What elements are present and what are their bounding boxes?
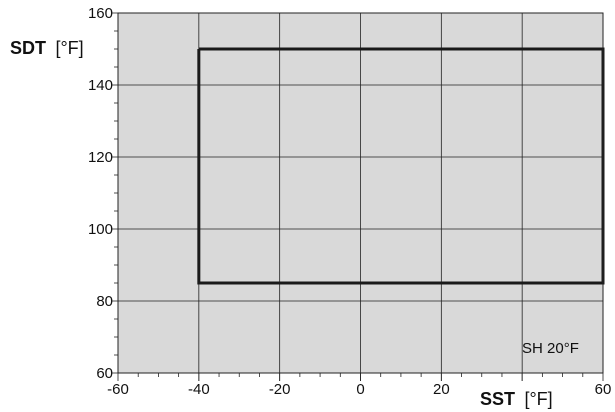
y-tick-labels: 60 80 100 120 140 160 (88, 5, 113, 382)
y-tick-label: 120 (88, 149, 113, 166)
x-tick-label: -20 (269, 381, 291, 398)
x-tick-label: -40 (188, 381, 210, 398)
y-tick-label: 80 (96, 293, 113, 310)
x-tick-labels: -60 -40 -20 0 20 60 (107, 381, 611, 398)
plot-frame (117, 12, 604, 374)
x-tick-label: 60 (595, 381, 612, 398)
x-axis-name: SST (480, 389, 515, 409)
y-tick-label: 60 (96, 365, 113, 382)
y-axis-name: SDT (10, 38, 46, 58)
y-axis-title: SDT [°F] (10, 38, 84, 58)
x-tick-label: -60 (107, 381, 129, 398)
superheat-annotation: SH 20°F (522, 340, 579, 357)
x-axis-unit: [°F] (524, 389, 552, 409)
x-tick-label: 0 (356, 381, 364, 398)
y-tick-label: 100 (88, 221, 113, 238)
y-tick-label: 140 (88, 77, 113, 94)
y-tick-label: 160 (88, 5, 113, 22)
x-tick-label: 20 (433, 381, 450, 398)
y-axis-unit: [°F] (55, 38, 83, 58)
x-axis-title: SST [°F] (480, 389, 553, 409)
minor-ticks (112, 12, 604, 381)
